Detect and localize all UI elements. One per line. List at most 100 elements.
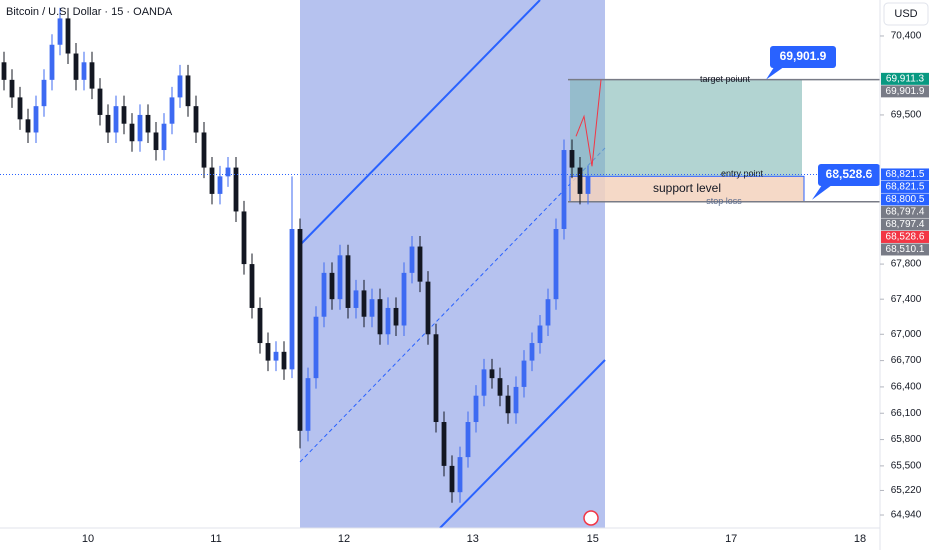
y-tick-label: 67,800 [891,259,922,270]
candle-body [529,343,535,361]
x-tick-label: 17 [725,533,737,545]
candle-body [513,386,519,414]
candle-body [1,62,7,80]
candle-body [273,351,279,361]
y-tick-label: 66,400 [891,382,922,393]
price-axis: 70,400 69,500 67,800 67,400 67,000 66,700 66,4… [82,31,929,545]
price-tag-label: 68,800.5 [886,194,925,205]
candle-body [385,307,391,335]
candle-body [41,79,47,107]
x-tick-label: 13 [467,533,479,545]
candle-body [577,167,583,194]
candle-body [369,299,375,317]
candle-body [217,176,223,194]
candle-body [321,272,327,317]
candle-body [337,255,343,300]
candle-body [537,325,543,344]
candle-body [545,299,551,326]
candle-body [193,106,199,133]
price-tag [881,230,929,243]
candle-body [489,369,495,379]
x-tick-label: 15 [587,533,599,545]
channel-middle [299,147,606,463]
callout-pointer [812,182,836,200]
currency-button[interactable] [883,2,929,26]
candle-body [73,53,79,80]
candle-body [161,123,167,151]
candle-body [393,307,399,326]
candle-body [25,119,31,133]
candle-body [201,132,207,168]
channel-lower [439,359,606,529]
candle-body [257,307,263,344]
price-tag-label: 68,821.5 [886,169,925,180]
price-tag [881,168,929,181]
candle-body [553,228,559,300]
price-tag-label: 68,797.4 [886,207,925,218]
price-tag [881,180,929,193]
candle-body [153,132,159,151]
callout-text: 69,901.9 [780,49,827,63]
candle-body [521,360,527,387]
candle-body [481,369,487,396]
x-tick-label: 18 [854,533,866,545]
candle-body [177,75,183,98]
candle-body [33,106,39,133]
candle-body [505,395,511,414]
y-tick-label: 69,500 [891,110,922,121]
y-tick-label: 66,700 [891,355,922,366]
projection [575,79,602,167]
target-label: target poiunt [700,74,751,84]
y-tick-label: 65,800 [891,434,922,445]
event-icon[interactable] [583,510,599,526]
candle-body [233,167,239,212]
price-tag-label: 68,821.5 [886,182,925,193]
candle-body [49,44,55,80]
price-tag-label: 69,901.9 [886,86,925,97]
candle-body [353,290,359,308]
candle-body [281,351,287,370]
price-tag-label: 68,528.6 [886,232,925,243]
y-tick-label: 66,100 [891,408,922,419]
candle-body [17,97,23,120]
x-tick-label: 10 [82,533,94,545]
currency-label: USD [894,8,917,20]
candle-body [89,62,95,89]
candle-body [305,378,311,431]
candle-body [361,290,367,317]
candle-body [433,334,439,423]
overlay: target poiunt entry point stop losssupport… [0,46,880,206]
candle-body [249,264,255,308]
callout-box [818,164,880,186]
candle-body [313,316,319,379]
candle-body [129,123,135,142]
price-tag-label: 68,797.4 [886,219,925,230]
y-tick-label: 64,940 [891,510,922,521]
candle-body [105,114,111,133]
target-zone [570,79,802,177]
candle-body [417,246,423,282]
position-tool [568,78,880,203]
y-tick-label: 65,500 [891,461,922,472]
candle-body [377,299,383,335]
candle-body [9,79,15,98]
candle-body [465,422,471,458]
candle-body [137,114,143,142]
stop-zone [569,175,805,203]
support-label: support level [653,181,721,195]
candle-body [121,106,127,124]
candle-body [209,167,215,194]
y-tick-label: 67,400 [891,294,922,305]
price-tag [881,193,929,206]
candle-body [561,150,567,229]
price-tag [881,85,929,98]
candle-body [449,465,455,493]
x-tick-label: 11 [210,533,221,545]
candle-body [57,18,63,45]
candle-body [401,272,407,326]
y-tick-label: 70,400 [891,31,922,42]
candle-body [145,114,151,133]
candle-body [185,75,191,107]
y-tick-label: 65,220 [891,485,922,496]
